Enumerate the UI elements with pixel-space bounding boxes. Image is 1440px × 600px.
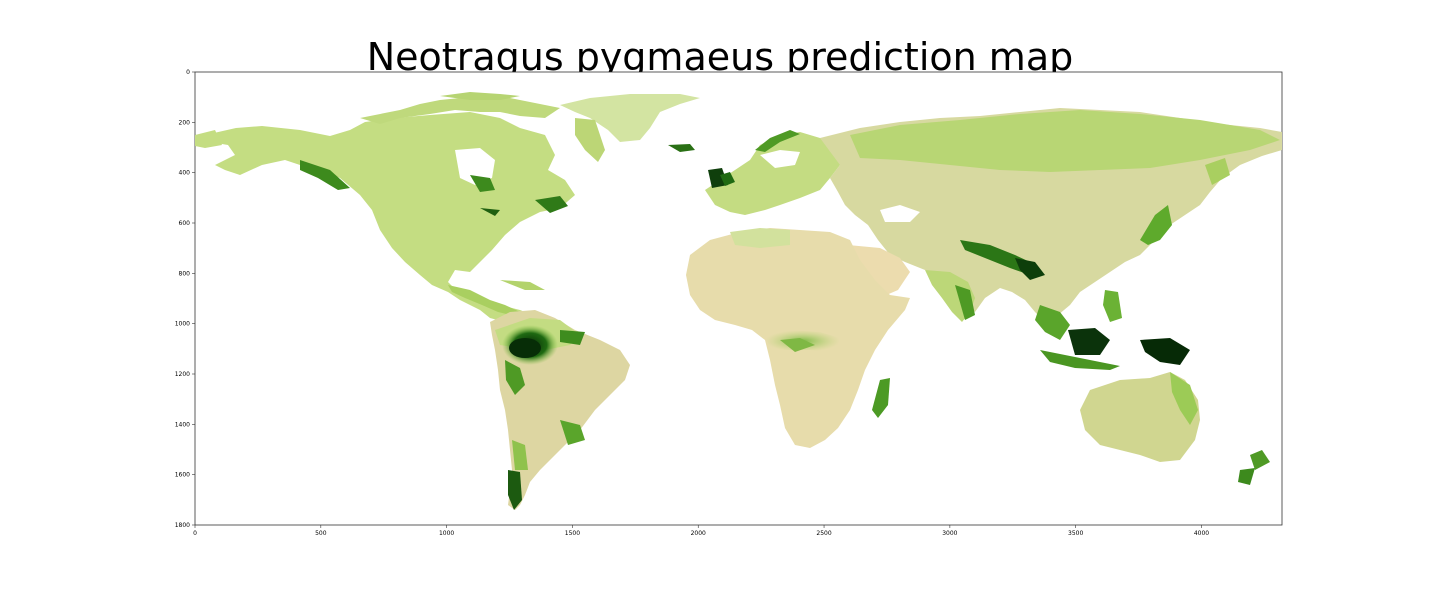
x-tick-label: 3500	[1068, 530, 1083, 537]
y-axis-ticks: 0 200 400 600 800 1000 1200 1400 1600 1800	[175, 69, 195, 529]
x-tick-label: 0	[193, 530, 197, 537]
land-layer	[195, 92, 1282, 510]
x-tick-label: 2000	[691, 530, 706, 537]
x-axis-ticks: 0 500 1000 1500 2000 2500 3000 3500 4000	[193, 525, 1209, 537]
australia	[1080, 372, 1200, 462]
y-tick-label: 1400	[175, 421, 190, 428]
y-tick-label: 1000	[175, 321, 190, 328]
x-tick-label: 3000	[942, 530, 957, 537]
y-tick-label: 0	[186, 69, 190, 76]
x-tick-label: 4000	[1194, 530, 1209, 537]
y-tick-label: 1200	[175, 371, 190, 378]
europe	[705, 132, 850, 215]
y-tick-label: 600	[179, 220, 191, 227]
y-tick-label: 800	[179, 270, 191, 277]
y-tick-label: 1800	[175, 522, 190, 529]
x-tick-label: 2500	[816, 530, 831, 537]
x-tick-label: 1000	[439, 530, 454, 537]
y-tick-label: 200	[179, 119, 191, 126]
y-tick-label: 1600	[175, 472, 190, 479]
x-tick-label: 1500	[565, 530, 580, 537]
y-tick-label: 400	[179, 170, 191, 177]
x-tick-label: 500	[315, 530, 327, 537]
